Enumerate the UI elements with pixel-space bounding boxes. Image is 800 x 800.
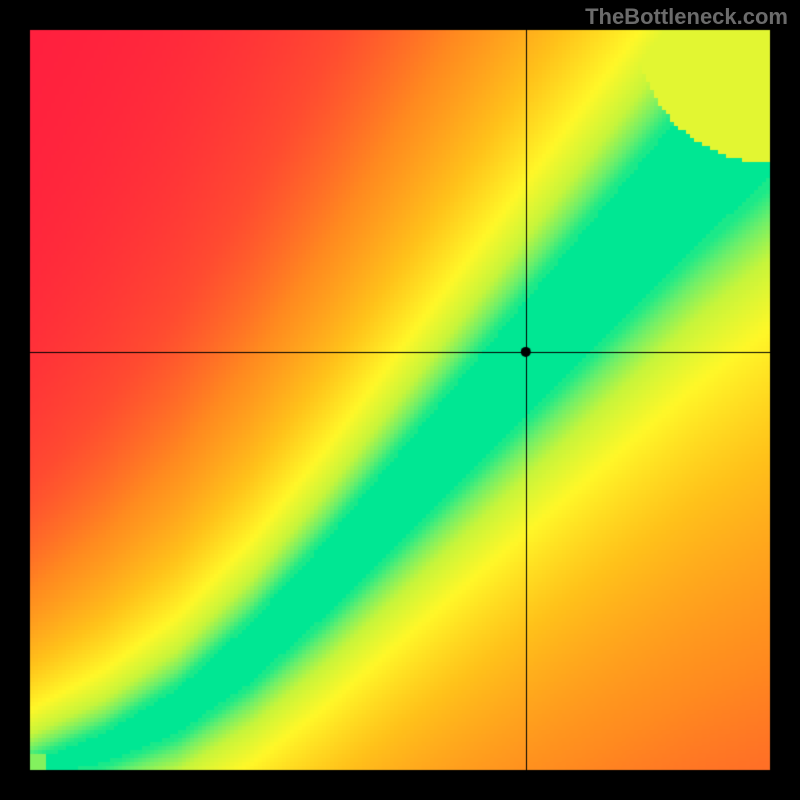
bottleneck-heatmap — [0, 0, 800, 800]
watermark-text: TheBottleneck.com — [585, 4, 788, 30]
